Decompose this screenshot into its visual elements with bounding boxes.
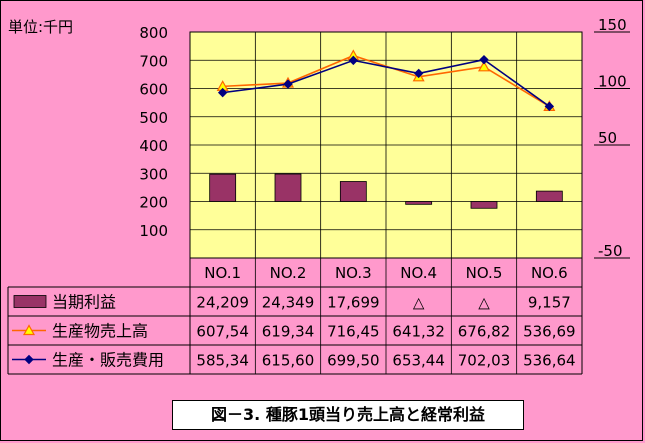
bar-profit [535,190,563,202]
table-cell-value: 536,64 [523,352,576,370]
y-right-tick-label: 150 [598,16,627,34]
table-cell-value: 716,45 [327,323,380,341]
bar-profit [339,181,367,202]
bar-profit [405,201,433,205]
legend-series-name: 当期利益 [52,293,116,312]
marker-diamond [479,54,489,65]
marker-diamond [283,79,293,89]
table-cell-value: 17,699 [327,294,380,312]
marker-diamond [348,55,359,66]
legend-series-name: 生産物売上高 [52,322,148,341]
y-left-tick-label: 500 [139,109,168,127]
x-category-label: NO.4 [400,264,437,282]
bar-profit [470,201,498,209]
table-cell-value: 585,34 [196,352,249,370]
table-cell-value: △ [478,294,490,312]
marker-diamond [544,101,555,112]
figure-caption: 図－3. 種豚1頭当り売上高と経常利益 [172,400,524,430]
marker-diamond [413,68,424,79]
table-cell-value: 607,54 [196,323,249,341]
marker-diamond [217,87,228,98]
legend-key-bar [13,295,47,308]
legend-key-marker [22,324,36,336]
series-line [222,58,550,108]
legend-key-marker [24,354,34,365]
table-cell-value: 619,34 [262,323,315,341]
x-category-label: NO.2 [270,264,307,282]
table-cell-value: 24,349 [262,294,315,312]
y-left-tick-label: 600 [139,81,168,99]
table-cell-value: 699,50 [327,352,380,370]
marker-triangle [477,60,491,72]
bar-profit [274,173,302,202]
y-left-tick-label: 800 [139,24,168,42]
table-cell-value: 536,69 [523,323,576,341]
y-left-tick-label: 400 [139,137,168,155]
y-left-tick-label: 300 [139,165,168,183]
y-right-tick-label: 50 [598,129,617,147]
table-cell-value: 702,03 [458,352,511,370]
table-cell-value: 9,157 [528,294,571,312]
y-right-tick-label: -50 [598,242,623,260]
table-cell-value: 676,82 [458,323,511,341]
bar-profit [209,173,237,202]
table-cell-value: 641,32 [392,323,445,341]
x-category-label: NO.5 [466,264,503,282]
table-cell-value: 615,60 [262,352,315,370]
y-left-tick-label: 100 [139,222,168,240]
y-left-tick-label: 700 [139,52,168,70]
table-cell-value: △ [413,294,425,312]
legend-series-name: 生産・販売費用 [52,351,164,370]
x-category-label: NO.3 [335,264,372,282]
y-right-tick-label: 100 [598,73,627,91]
y-left-tick-label: 200 [139,194,168,212]
table-cell-value: 24,209 [196,294,249,312]
x-category-label: NO.6 [531,264,568,282]
unit-label: 単位:千円 [8,18,74,36]
table-cell-value: 653,44 [392,352,445,370]
x-category-label: NO.1 [204,264,241,282]
